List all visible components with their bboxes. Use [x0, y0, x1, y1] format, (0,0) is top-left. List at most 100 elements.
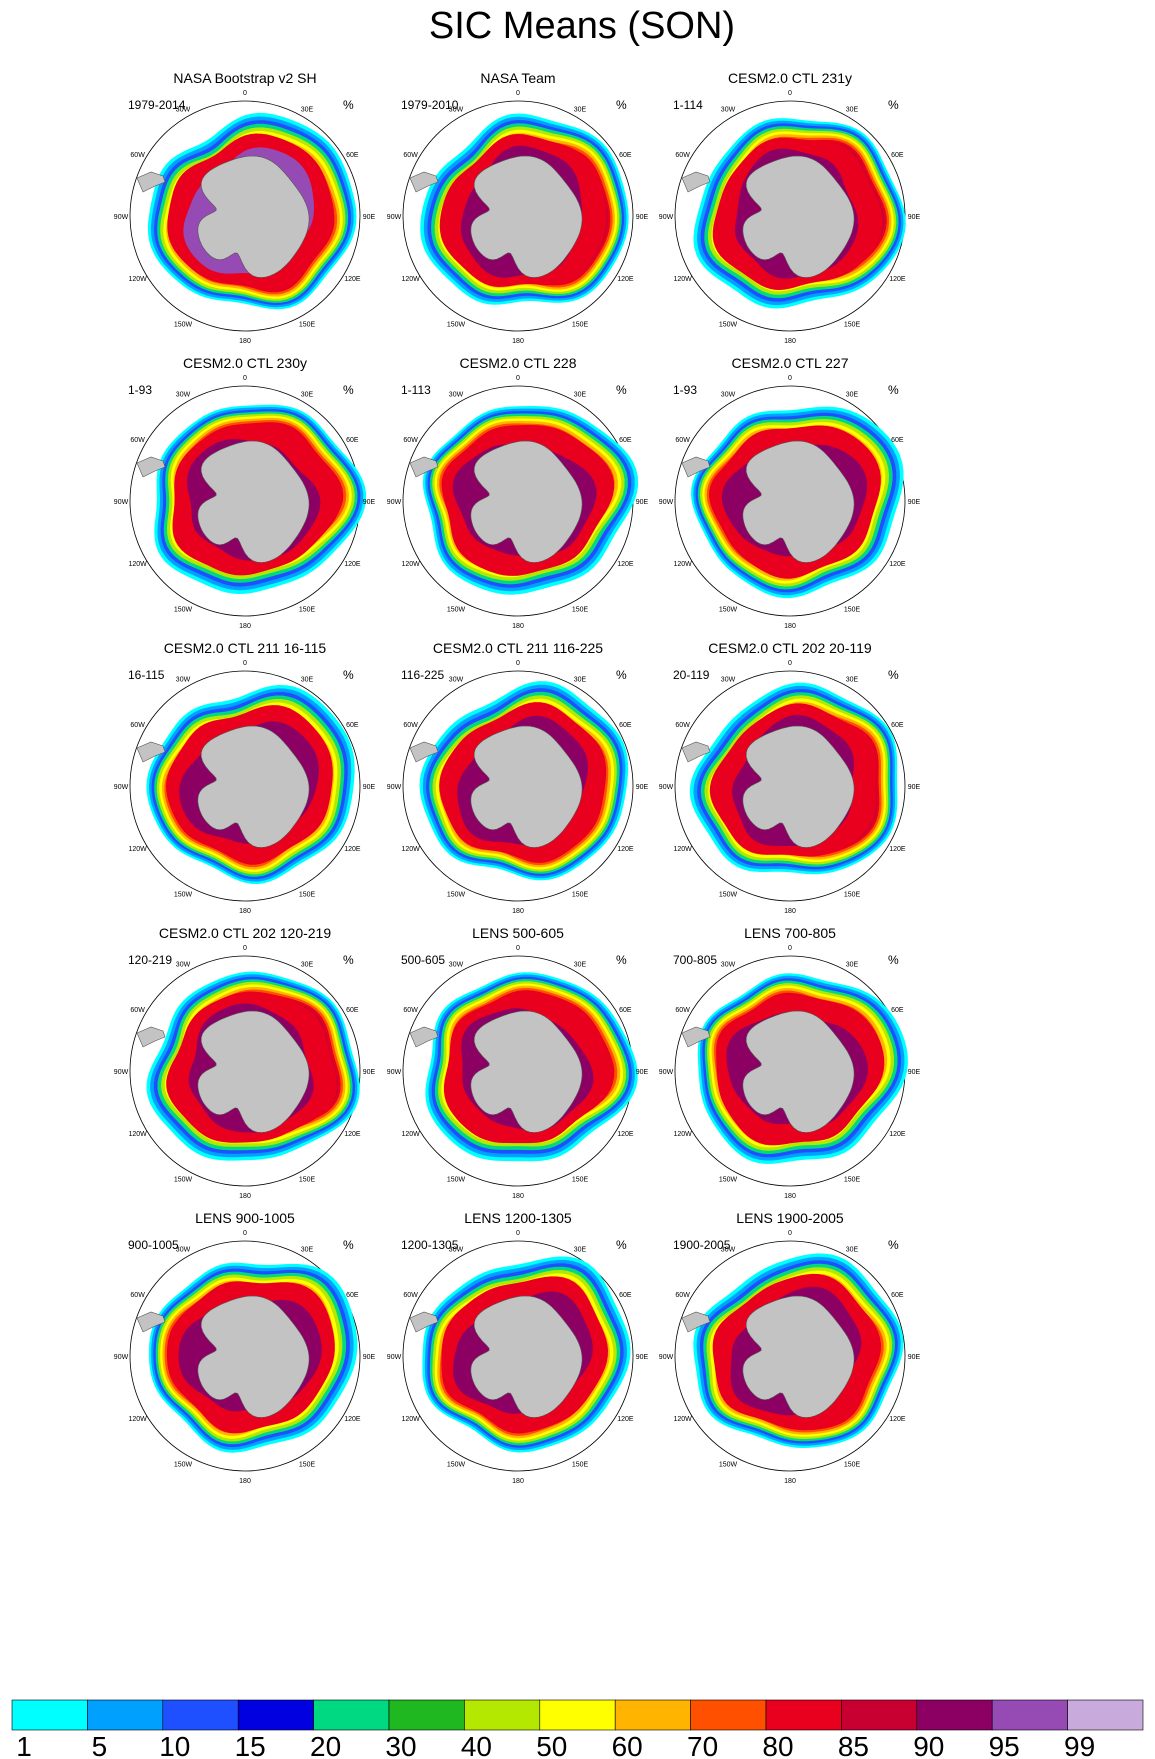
longitude-label: 30W — [449, 677, 464, 684]
longitude-label: 90E — [636, 1069, 649, 1076]
longitude-label: 120E — [617, 846, 634, 853]
longitude-label: 60E — [346, 1292, 359, 1299]
longitude-label: 60W — [130, 437, 145, 444]
panel-2: NASA Team 1979-2010 % 0 30E 60E 90E 120E 150E 180… — [387, 70, 649, 345]
panel-title: CESM2.0 CTL 227 — [732, 355, 849, 371]
antarctica-land — [197, 440, 310, 563]
longitude-label: 120E — [617, 1416, 634, 1423]
longitude-label: 180 — [784, 1193, 796, 1200]
longitude-label: 0 — [516, 1230, 520, 1237]
longitude-label: 150E — [844, 891, 861, 898]
panel-units: % — [616, 1238, 627, 1252]
panel-period: 700-805 — [673, 953, 717, 967]
colorbar-tick-label: 30 — [385, 1731, 416, 1759]
longitude-label: 30W — [721, 107, 736, 114]
longitude-label: 120E — [889, 1131, 906, 1138]
longitude-label: 150W — [719, 891, 738, 898]
panel-title: CESM2.0 CTL 228 — [460, 355, 577, 371]
longitude-label: 60W — [130, 1007, 145, 1014]
longitude-label: 60W — [403, 722, 418, 729]
longitude-label: 120W — [673, 561, 692, 568]
panel-period: 20-119 — [673, 668, 710, 682]
panel-5: CESM2.0 CTL 228 1-113 % 0 30E 60E 90E 120E 150E 1… — [387, 355, 649, 630]
longitude-label: 120W — [128, 1416, 147, 1423]
longitude-label: 150E — [844, 1461, 861, 1468]
longitude-label: 120E — [344, 1416, 361, 1423]
longitude-label: 90E — [363, 214, 376, 221]
longitude-label: 90W — [659, 1069, 674, 1076]
panel-period: 500-605 — [401, 953, 445, 967]
longitude-label: 60W — [130, 152, 145, 159]
longitude-label: 120W — [401, 1131, 420, 1138]
longitude-label: 150W — [447, 891, 466, 898]
colorbar-tick-label: 99 — [1064, 1731, 1095, 1759]
longitude-label: 30W — [176, 677, 191, 684]
longitude-label: 30W — [449, 1247, 464, 1254]
panels-grid: NASA Bootstrap v2 SH 1979-2014 % 0 30E 60E 90E… — [114, 70, 921, 1485]
longitude-label: 120W — [401, 276, 420, 283]
panel-7: CESM2.0 CTL 211 16-115 16-115 % 0 30E 60E 90E 1… — [114, 640, 376, 915]
longitude-label: 120E — [889, 276, 906, 283]
longitude-label: 0 — [788, 660, 792, 667]
longitude-label: 30E — [574, 1247, 587, 1254]
longitude-label: 150E — [844, 606, 861, 613]
colorbar-box — [916, 1699, 993, 1731]
longitude-label: 30E — [846, 677, 859, 684]
colorbar-tick-label: 60 — [612, 1731, 643, 1759]
south-america-land — [409, 456, 439, 478]
longitude-label: 0 — [243, 90, 247, 97]
longitude-label: 150W — [719, 1176, 738, 1183]
panel-1: NASA Bootstrap v2 SH 1979-2014 % 0 30E 60E 90E… — [114, 70, 376, 345]
longitude-label: 60W — [675, 722, 690, 729]
longitude-label: 120E — [617, 276, 634, 283]
longitude-label: 60W — [675, 437, 690, 444]
longitude-label: 0 — [243, 1230, 247, 1237]
panel-units: % — [888, 98, 899, 112]
panel-units: % — [343, 668, 354, 682]
south-america-land — [681, 741, 711, 763]
panel-units: % — [616, 98, 627, 112]
longitude-label: 120W — [128, 276, 147, 283]
panel-title: CESM2.0 CTL 202 20-119 — [708, 640, 872, 656]
longitude-label: 60W — [403, 1007, 418, 1014]
panel-12: LENS 700-805 700-805 % 0 30E 60E 90E 120E 150E 18… — [659, 925, 921, 1200]
panel-title: CESM2.0 CTL 231y — [728, 70, 852, 86]
antarctica-land — [742, 725, 855, 848]
colorbar-box — [841, 1699, 918, 1731]
panel-title: CESM2.0 CTL 230y — [183, 355, 307, 371]
longitude-label: 150E — [572, 1176, 589, 1183]
longitude-label: 180 — [512, 338, 524, 345]
longitude-label: 120W — [401, 846, 420, 853]
longitude-label: 120E — [889, 561, 906, 568]
south-america-land — [409, 741, 439, 763]
longitude-label: 60W — [403, 1292, 418, 1299]
longitude-label: 90E — [363, 1069, 376, 1076]
panel-units: % — [343, 953, 354, 967]
colorbar-tick-label: 1 — [16, 1731, 32, 1759]
longitude-label: 30E — [301, 392, 314, 399]
colorbar-box — [539, 1699, 616, 1731]
longitude-label: 150W — [447, 1176, 466, 1183]
longitude-label: 60W — [675, 152, 690, 159]
panel-title: LENS 500-605 — [472, 925, 564, 941]
longitude-label: 90W — [114, 1354, 129, 1361]
longitude-label: 120E — [344, 1131, 361, 1138]
panel-period: 900-1005 — [128, 1238, 179, 1252]
colorbar-box — [1067, 1699, 1144, 1731]
longitude-label: 90W — [387, 499, 402, 506]
panel-period: 1200-1305 — [401, 1238, 459, 1252]
longitude-label: 30E — [574, 107, 587, 114]
longitude-label: 150E — [299, 1461, 316, 1468]
colorbar-box — [991, 1699, 1068, 1731]
longitude-label: 30E — [574, 677, 587, 684]
south-america-land — [409, 1026, 439, 1048]
longitude-label: 180 — [239, 623, 251, 630]
colorbar-box — [162, 1699, 239, 1731]
longitude-label: 60E — [891, 152, 904, 159]
panel-14: LENS 1200-1305 1200-1305 % 0 30E 60E 90E 120E 15… — [387, 1210, 649, 1485]
colorbar-box — [614, 1699, 691, 1731]
colorbar-box — [237, 1699, 314, 1731]
longitude-label: 60E — [619, 437, 632, 444]
south-america-land — [681, 171, 711, 193]
longitude-label: 60E — [891, 1292, 904, 1299]
